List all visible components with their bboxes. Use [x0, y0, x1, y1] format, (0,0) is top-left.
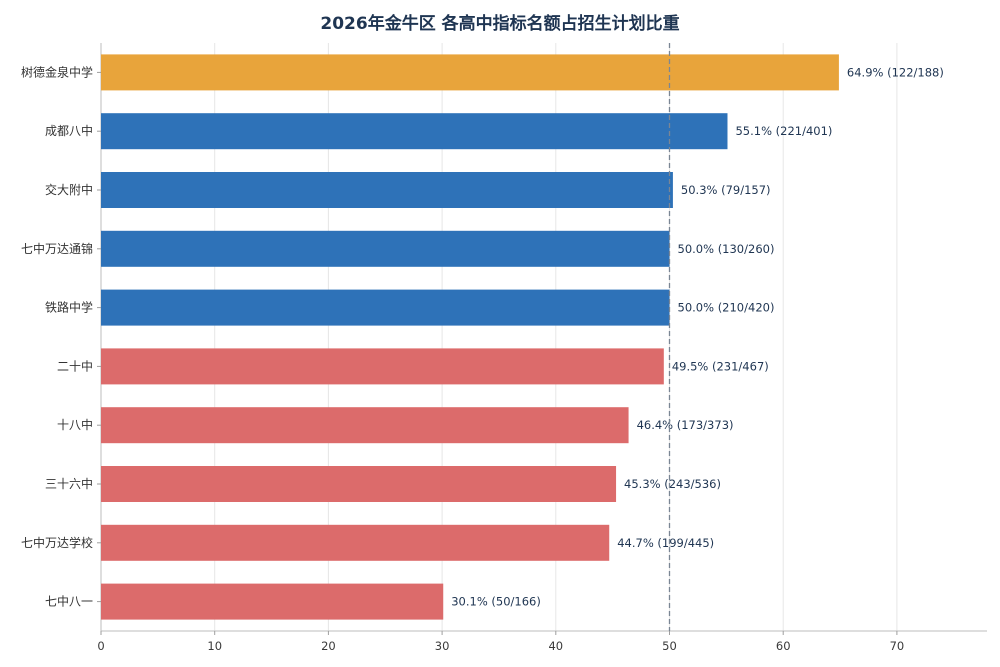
data-label: 64.9% (122/188) — [847, 65, 944, 79]
data-label: 50.0% (130/260) — [678, 242, 775, 256]
bar — [101, 466, 617, 502]
data-label: 44.7% (199/445) — [617, 536, 714, 550]
x-tick-label: 50 — [662, 639, 677, 653]
x-tick-label: 60 — [776, 639, 791, 653]
bar — [101, 54, 839, 91]
bar — [101, 583, 444, 620]
bar — [101, 407, 629, 444]
category-label: 七中八一 — [45, 594, 93, 609]
x-tick-label: 0 — [97, 639, 104, 653]
data-label: 49.5% (231/467) — [672, 359, 769, 373]
x-tick-label: 40 — [548, 639, 563, 653]
bar — [101, 230, 670, 267]
x-tick-label: 30 — [435, 639, 450, 653]
data-label: 46.4% (173/373) — [637, 418, 734, 432]
category-label: 树德金泉中学 — [21, 64, 93, 79]
bar — [101, 524, 610, 561]
data-label: 50.3% (79/157) — [681, 183, 771, 197]
category-label: 交大附中 — [45, 182, 93, 197]
x-tick-label: 20 — [321, 639, 336, 653]
category-label: 成都八中 — [45, 123, 93, 138]
category-label: 三十六中 — [45, 476, 93, 491]
bar — [101, 289, 670, 326]
category-label: 二十中 — [57, 358, 93, 373]
category-label: 七中万达学校 — [21, 535, 93, 550]
category-label: 铁路中学 — [45, 300, 93, 315]
bar — [101, 348, 664, 385]
data-label: 30.1% (50/166) — [451, 595, 541, 609]
data-label: 50.0% (210/420) — [678, 301, 775, 315]
chart-title: 2026年金牛区 各高中指标名额占招生计划比重 — [320, 14, 680, 34]
data-label: 55.1% (221/401) — [735, 124, 832, 138]
data-label: 45.3% (243/536) — [624, 477, 721, 491]
category-label: 七中万达通锦 — [21, 241, 93, 256]
bar — [101, 172, 673, 208]
x-tick-label: 10 — [207, 639, 222, 653]
category-label: 十八中 — [57, 417, 93, 432]
bar — [101, 113, 728, 150]
x-tick-label: 70 — [890, 639, 905, 653]
